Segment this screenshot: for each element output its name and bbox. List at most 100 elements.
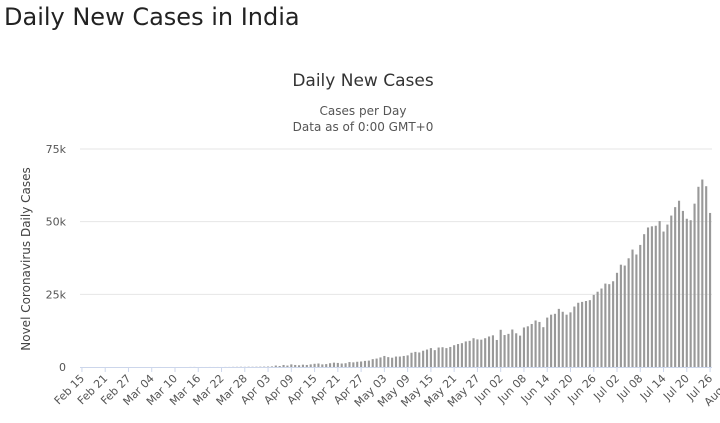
bar [600, 288, 603, 367]
bar [705, 186, 708, 367]
bar [398, 356, 401, 367]
bar [507, 333, 510, 367]
bar [522, 327, 526, 367]
y-tick-label: 50k [46, 216, 67, 229]
bar [429, 348, 432, 367]
bar [290, 364, 293, 367]
bar [437, 347, 440, 367]
y-tick-label: 75k [46, 143, 67, 156]
bar [577, 302, 580, 367]
bar [391, 357, 394, 367]
x-tick-label: Jul 14 [637, 372, 669, 404]
bar [468, 340, 471, 367]
bar [456, 344, 460, 367]
bar [460, 343, 463, 367]
bar [639, 244, 642, 367]
bar [484, 338, 487, 367]
bar [433, 350, 436, 367]
bar [553, 313, 557, 367]
bar [608, 284, 611, 367]
bar [573, 306, 576, 367]
bar [371, 359, 374, 367]
bar [697, 186, 700, 367]
bar [352, 362, 355, 367]
bar [402, 355, 405, 367]
bar [387, 357, 390, 367]
bar [650, 226, 653, 367]
chart-subtitle-line2: Data as of 0:00 GMT+0 [293, 120, 434, 134]
bar [325, 364, 328, 367]
bar [561, 311, 564, 367]
bar [476, 339, 479, 367]
bars [158, 179, 712, 367]
bar [379, 357, 382, 367]
chart-subtitle-line1: Cases per Day [320, 104, 407, 118]
bar [270, 366, 273, 367]
bar [360, 361, 363, 367]
x-tick-label: Jul 20 [660, 372, 692, 404]
bar [515, 333, 518, 367]
bar [329, 363, 332, 367]
page-heading: Daily New Cases in India [4, 3, 300, 31]
bar [472, 338, 475, 367]
bar [685, 218, 688, 367]
bar [542, 327, 545, 367]
bar [425, 349, 429, 367]
bar [348, 362, 351, 367]
bar [546, 317, 549, 367]
bar [487, 336, 491, 367]
bar [495, 339, 498, 367]
bar [596, 291, 599, 367]
bar [383, 355, 386, 367]
bar [480, 339, 483, 367]
bar [530, 323, 533, 367]
bar [643, 234, 646, 367]
bar [511, 329, 514, 367]
grid-lines [80, 148, 712, 295]
bar [321, 364, 324, 367]
x-tick-label: Jul 02 [590, 372, 622, 404]
y-tick-labels: 0 25k 50k 75k [46, 143, 67, 374]
bar [709, 212, 712, 367]
bar [550, 314, 553, 367]
bar [274, 365, 277, 367]
bar [356, 361, 359, 367]
bar [449, 346, 452, 367]
bar [623, 265, 626, 367]
bar [619, 264, 622, 367]
bar [317, 363, 320, 367]
bar [534, 320, 537, 367]
bar [418, 352, 421, 367]
x-tick-label: Jul 08 [614, 372, 646, 404]
bar [674, 207, 677, 367]
bar [313, 363, 316, 367]
bar [588, 300, 591, 367]
bar [278, 365, 281, 367]
chart-title: Daily New Cases [292, 71, 434, 91]
bar [410, 352, 413, 367]
bar [441, 347, 444, 367]
y-axis-label: Novel Coronavirus Daily Cases [19, 167, 33, 350]
bar [627, 258, 630, 367]
bar [646, 227, 650, 367]
bar [491, 335, 494, 367]
bar [654, 225, 657, 367]
bar [298, 365, 301, 367]
bar [615, 272, 619, 367]
bar [538, 321, 541, 367]
bar [635, 254, 638, 367]
bar [282, 364, 285, 367]
bar [499, 329, 502, 367]
bar [604, 283, 607, 367]
bar [581, 301, 584, 367]
y-tick-label: 0 [59, 361, 66, 374]
bar [612, 281, 615, 367]
bar [670, 215, 673, 367]
bar [340, 363, 343, 367]
bar [662, 231, 665, 367]
bar [658, 221, 661, 367]
bar [309, 364, 312, 367]
bar [363, 360, 367, 367]
